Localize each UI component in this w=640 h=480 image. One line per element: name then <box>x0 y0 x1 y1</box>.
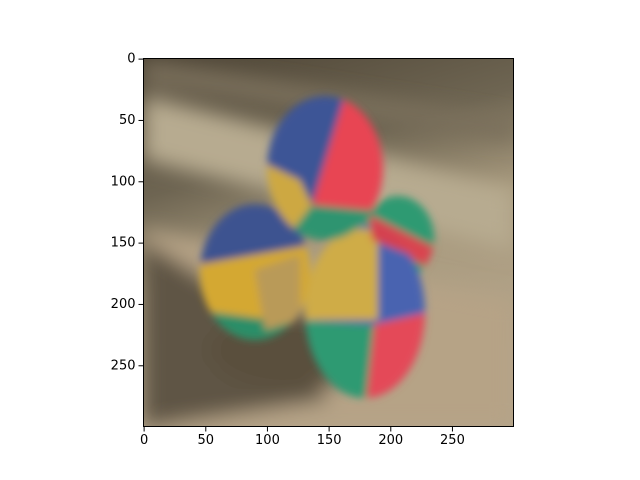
x-tick-label: 0 <box>140 433 148 448</box>
x-tick-label: 250 <box>440 433 465 448</box>
y-tick-label: 250 <box>111 358 136 373</box>
y-tick-label: 50 <box>119 113 136 128</box>
x-tick-label: 200 <box>378 433 403 448</box>
x-tick-label: 50 <box>198 433 215 448</box>
y-tick-label: 0 <box>127 52 135 67</box>
y-tick-label: 100 <box>111 174 136 189</box>
y-tick-label: 200 <box>111 297 136 312</box>
x-tick-label: 150 <box>317 433 342 448</box>
axes-frame <box>143 58 514 427</box>
y-tick-label: 150 <box>111 236 136 251</box>
x-tick-label: 100 <box>255 433 280 448</box>
image <box>143 58 514 427</box>
